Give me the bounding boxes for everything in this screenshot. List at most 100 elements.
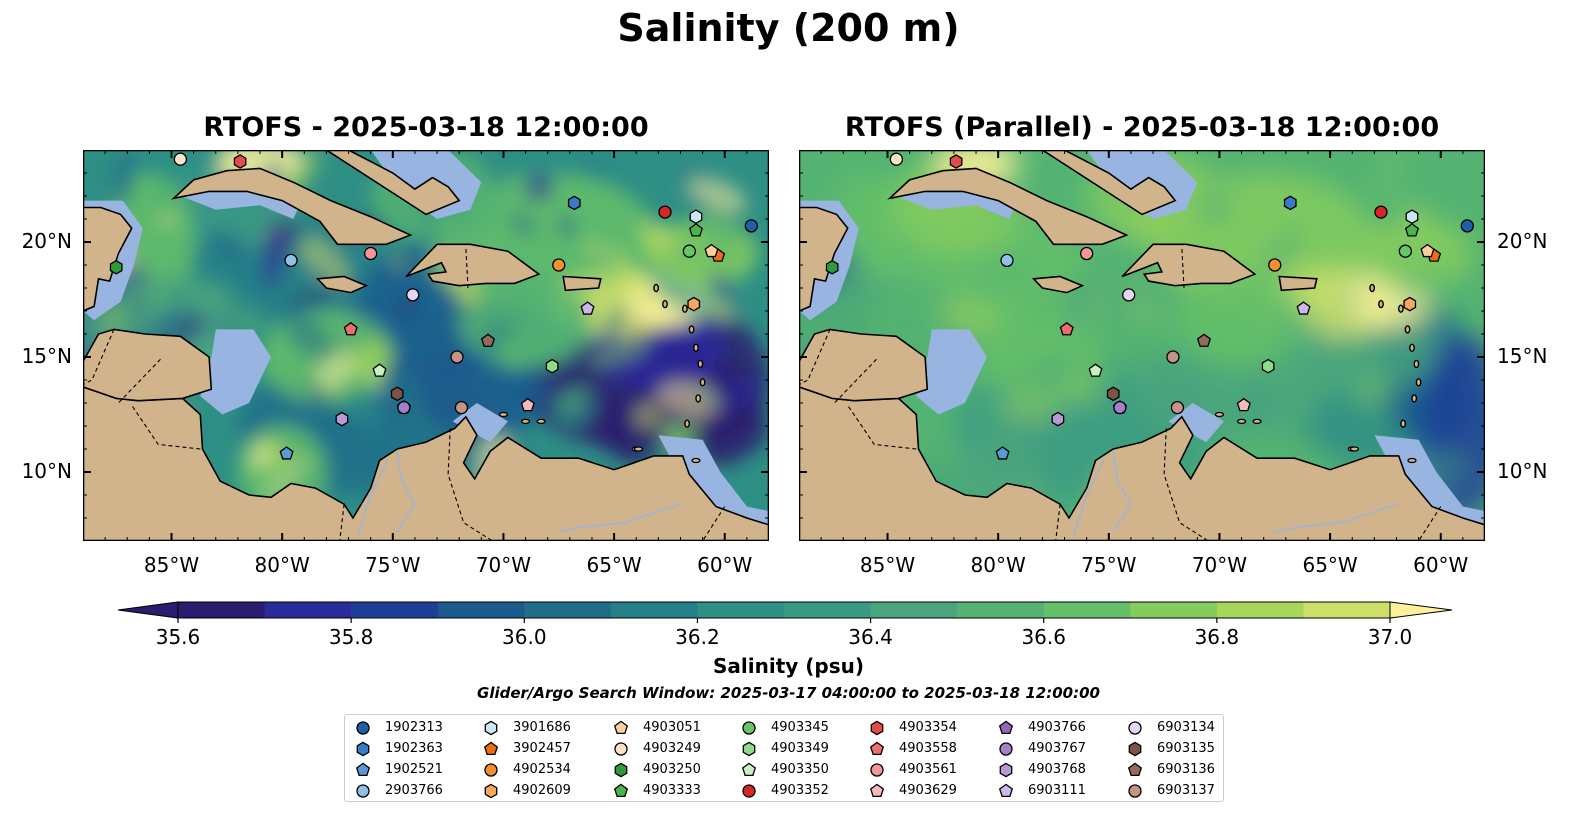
legend-label: 4903558 (899, 741, 957, 756)
panel-title-left: RTOFS - 2025-03-18 12:00:00 (203, 112, 649, 143)
lon-tick-label: 65°W (1302, 553, 1358, 577)
legend-marker (741, 762, 757, 776)
float-marker-1902363 (1283, 195, 1297, 211)
colorbar-segment (1303, 602, 1391, 618)
colorbar-segment (437, 602, 525, 618)
legend-marker (999, 742, 1013, 756)
colorbar-tick-label: 35.6 (156, 625, 201, 649)
float-marker-4903333 (1404, 223, 1420, 237)
colorbar-tick-label: 36.6 (1021, 625, 1066, 649)
lat-tick-label-left: 10°N (21, 459, 72, 483)
legend-marker-pentagon-icon (355, 762, 371, 776)
legend-marker (614, 762, 628, 778)
rivers (356, 451, 681, 537)
lon-tick-label: 65°W (586, 553, 642, 577)
float-marker-4903767 (397, 400, 411, 415)
legend-marker-hexagon-icon (614, 762, 628, 778)
legend-marker-pentagon-icon (998, 783, 1014, 797)
lon-tick-label: 75°W (1081, 553, 1137, 577)
legend-label: 4902534 (513, 762, 571, 777)
float-marker-4903349 (545, 358, 559, 374)
legend-marker-circle-icon (742, 784, 756, 798)
legend-marker (484, 763, 498, 777)
legend-marker-circle-icon (356, 784, 370, 798)
float-marker-4903333 (688, 223, 704, 237)
legend-marker (356, 741, 370, 757)
legend-label: 6903134 (1157, 720, 1215, 735)
legend-marker (484, 783, 498, 799)
shelf-area (1168, 403, 1224, 443)
colorbar-extend-high (1389, 601, 1452, 619)
figure-title: Salinity (200 m) (617, 6, 960, 50)
legend-marker-hexagon-icon (1128, 741, 1142, 757)
lat-tick-label-right: 20°N (1497, 229, 1548, 253)
colorbar-extend-low (118, 601, 179, 619)
float-marker-1902521 (995, 446, 1010, 460)
float-marker-4903345 (682, 244, 696, 258)
legend-marker-circle-icon (870, 763, 884, 777)
float-marker-4903349 (1261, 358, 1275, 374)
colorbar-segment (264, 602, 352, 618)
legend-marker-circle-icon (742, 721, 756, 735)
float-marker-2903766 (284, 253, 298, 268)
float-marker-6903134 (1122, 288, 1136, 302)
legend-marker-pentagon-icon (741, 762, 757, 776)
float-markers (825, 152, 1474, 460)
float-marker-6903135 (1106, 386, 1120, 402)
float-marker-4903767 (1113, 400, 1127, 415)
legend-marker (998, 720, 1014, 734)
float-marker-4903352 (658, 205, 672, 219)
shelf-area (658, 435, 769, 537)
legend-marker (869, 783, 885, 797)
float-marker-6903135 (390, 386, 404, 402)
float-marker-1902313 (744, 219, 758, 233)
legend-marker-circle-icon (614, 742, 628, 756)
float-marker-4903249 (173, 152, 188, 166)
legend-marker (613, 783, 629, 797)
float-marker-4902534 (1268, 258, 1282, 272)
legend-marker (355, 762, 371, 776)
legend-label: 4903345 (771, 720, 829, 735)
colorbar-segment (524, 602, 612, 618)
legend-label: 4903766 (1028, 720, 1086, 735)
legend-label: 4903249 (643, 741, 701, 756)
float-marker-6903111 (580, 301, 595, 315)
float-marker-1902363 (567, 195, 581, 211)
legend-marker-circle-icon (1128, 784, 1142, 798)
float-marker-4903768 (1051, 411, 1065, 427)
lat-tick-label-right: 10°N (1497, 459, 1548, 483)
legend-label: 4903250 (643, 762, 701, 777)
colorbar-tick-label: 36.0 (502, 625, 547, 649)
legend-label: 4903768 (1028, 762, 1086, 777)
map-frame (83, 150, 769, 541)
legend-marker-circle-icon (1128, 721, 1142, 735)
colorbar-segment (1043, 602, 1131, 618)
float-marker-1902313 (1460, 219, 1474, 233)
legend-marker (742, 741, 756, 757)
lon-tick-label: 85°W (143, 553, 200, 577)
float-marker-4903051 (1420, 243, 1435, 258)
colorbar-tick-label: 37.0 (1368, 625, 1413, 649)
legend-label: 4903352 (771, 783, 829, 798)
float-marker-4903250 (109, 259, 123, 275)
float-marker-extra-0 (1170, 400, 1185, 415)
float-marker-4903354 (233, 154, 247, 169)
float-marker-4903558 (1059, 321, 1074, 336)
legend-label: 4902609 (513, 783, 571, 798)
legend-marker-hexagon-icon (484, 783, 498, 799)
colorbar-tick-label: 36.4 (848, 625, 893, 649)
float-marker-extra-0 (454, 400, 469, 415)
rivers (1072, 451, 1397, 537)
colorbar: 35.6 35.8 36.0 36.2 36.4 36.6 36.8 37.0 (118, 601, 1452, 649)
legend-label: 3901686 (513, 720, 571, 735)
float-marker-3901686 (1405, 209, 1419, 225)
float-marker-4903350 (1088, 363, 1103, 377)
legend-label: 4903561 (899, 762, 957, 777)
shelf-area (916, 329, 988, 415)
legend-label: 1902363 (385, 741, 443, 756)
colorbar-segment (870, 602, 958, 618)
float-marker-4903561 (1080, 246, 1094, 261)
float-marker-2903766 (1000, 253, 1014, 268)
legend-marker (998, 783, 1014, 797)
legend-marker-hexagon-icon (484, 720, 498, 736)
